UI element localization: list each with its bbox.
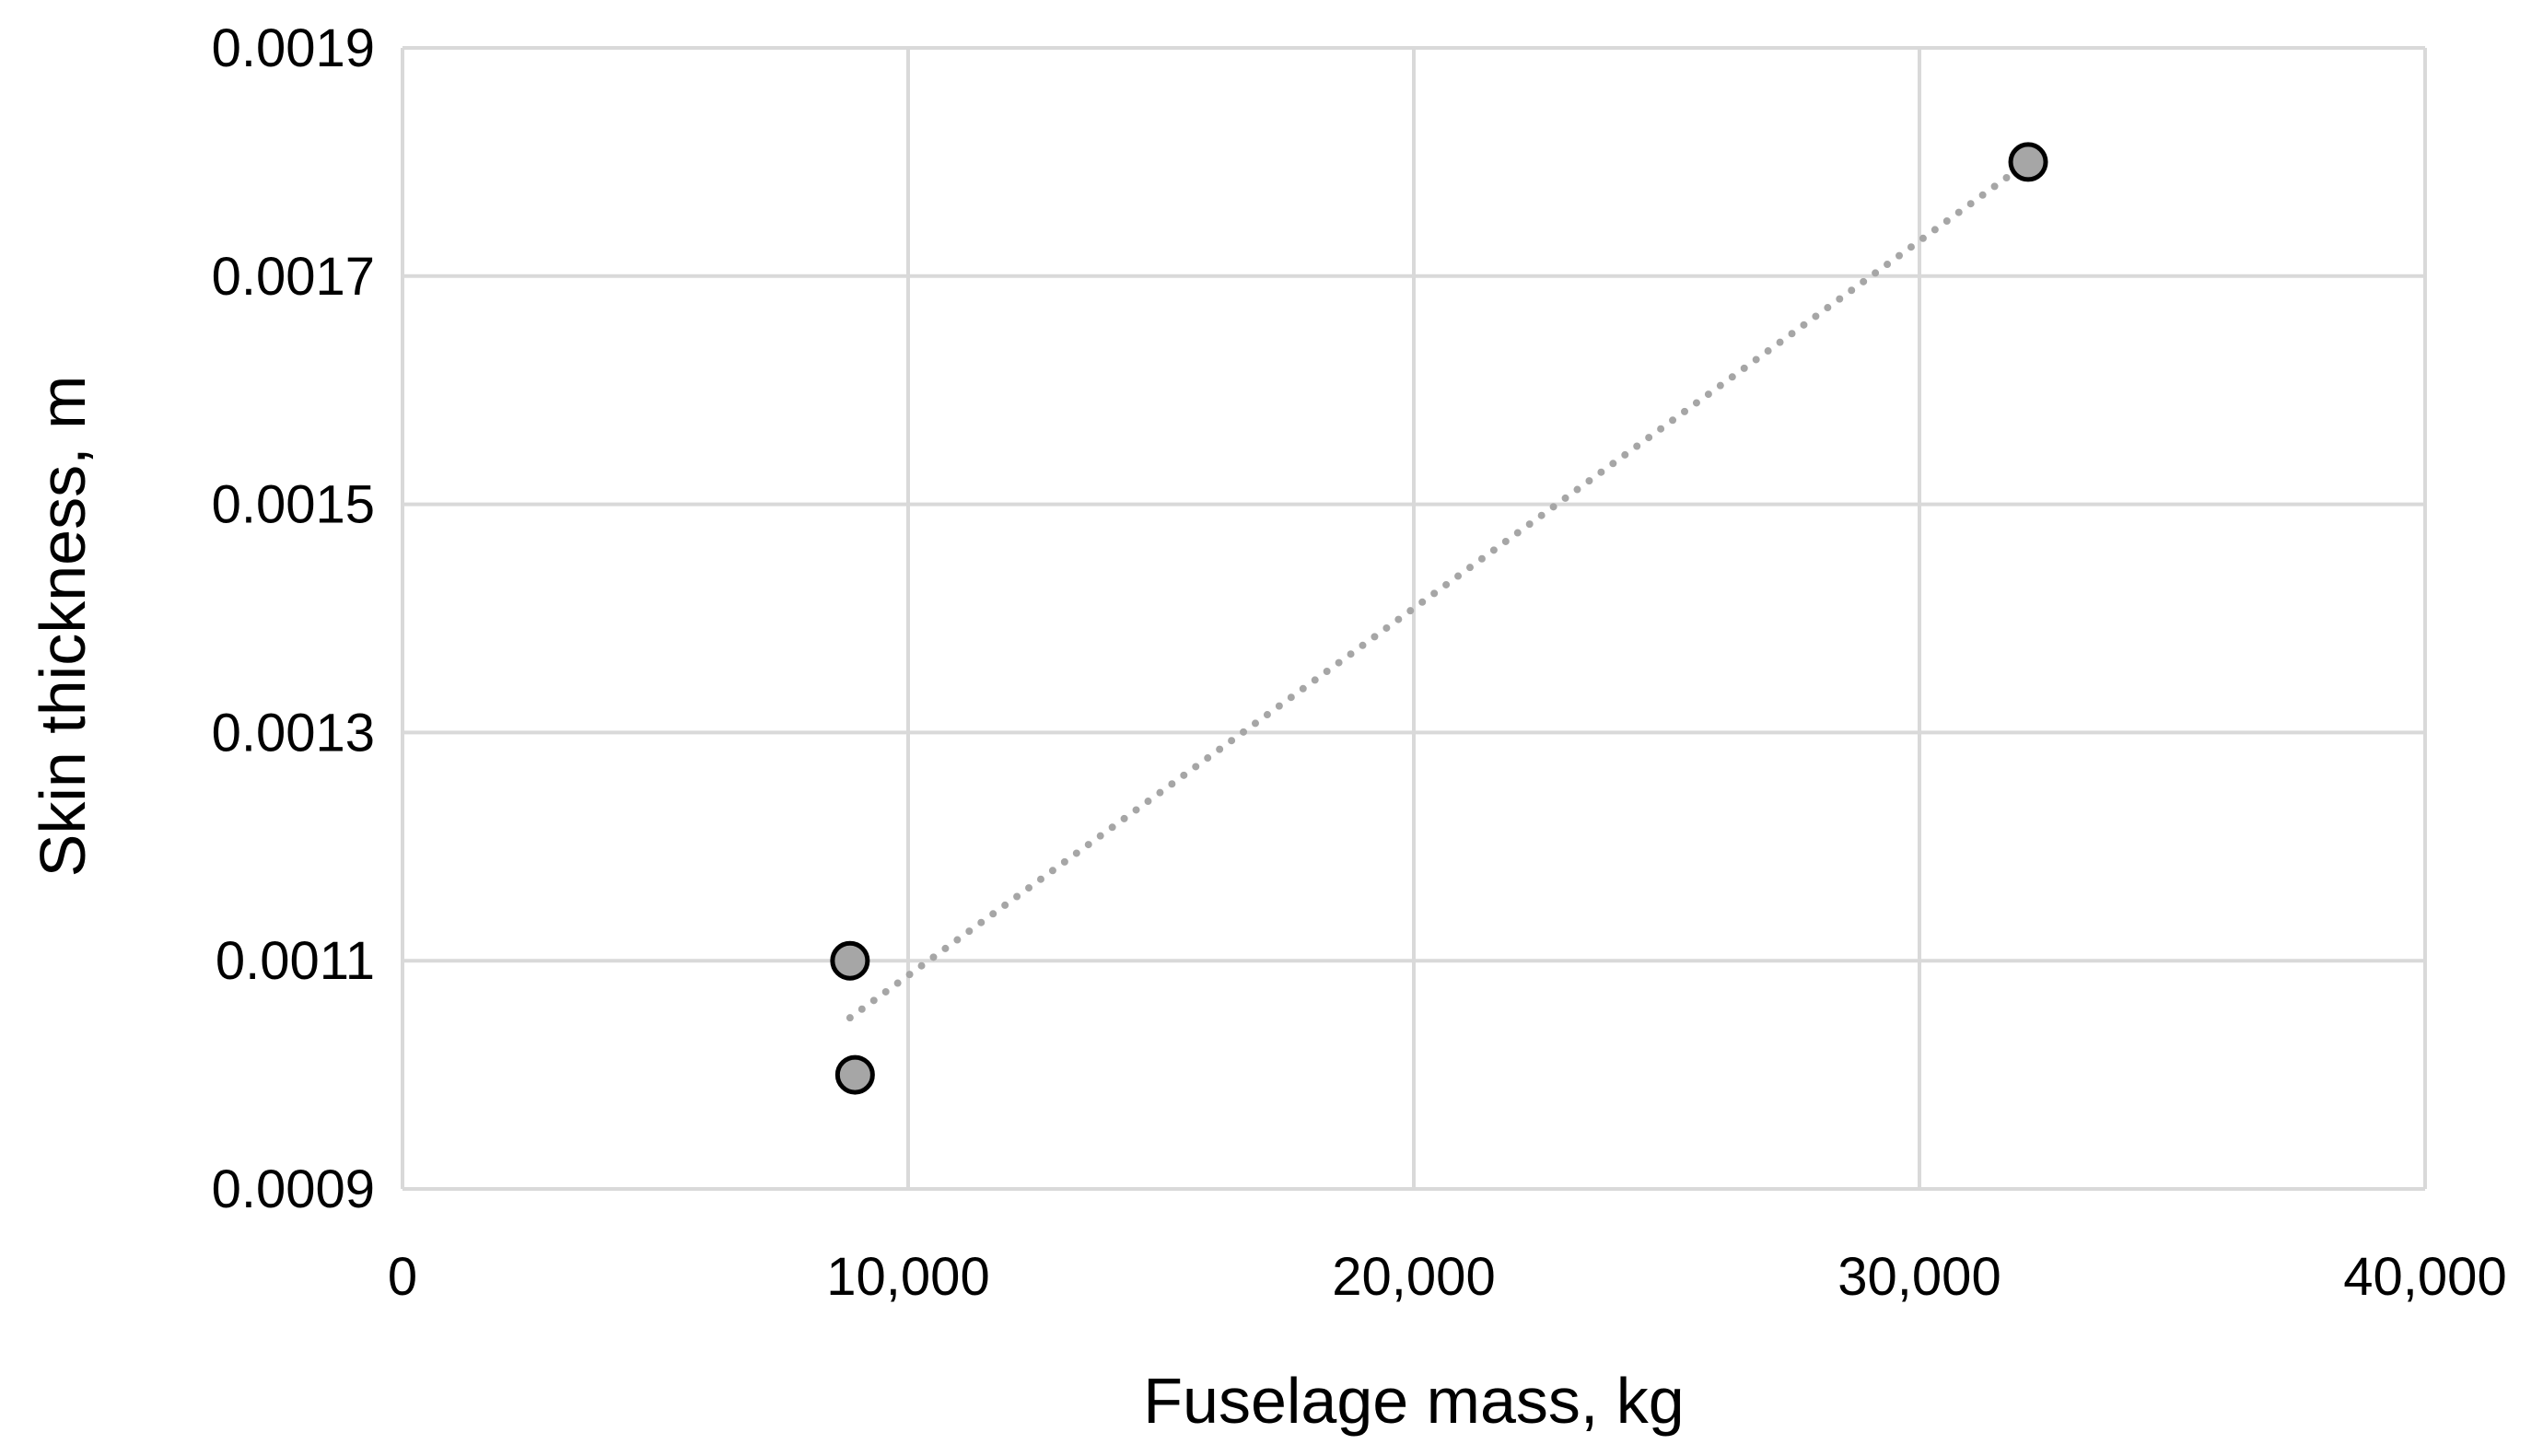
y-tick-label: 0.0017: [212, 247, 375, 307]
data-point-2: [2008, 142, 2048, 182]
y-tick-label: 0.0009: [212, 1159, 375, 1219]
x-tick-label: 0: [388, 1247, 417, 1307]
data-points: [830, 142, 2048, 1095]
y-tick-label: 0.0013: [212, 703, 375, 763]
x-tick-label: 30,000: [1837, 1247, 2001, 1307]
grid: [401, 46, 2427, 1191]
data-point-1: [834, 1054, 875, 1095]
trendline: [846, 157, 2033, 1022]
y-tick-label: 0.0019: [212, 18, 375, 78]
trendline-layer: [846, 157, 2033, 1022]
y-tick-label: 0.0011: [216, 931, 375, 991]
data-point-0: [830, 940, 870, 981]
x-tick-label: 20,000: [1332, 1247, 1495, 1307]
x-axis-ticks: 0 10,000 20,000 30,000 40,000: [388, 1247, 2507, 1307]
y-tick-label: 0.0015: [212, 475, 375, 535]
x-tick-label: 10,000: [826, 1247, 989, 1307]
y-axis-ticks: 0.0009 0.0011 0.0013 0.0015 0.0017 0.0019: [212, 18, 375, 1219]
x-axis-title: Fuselage mass, kg: [1143, 1365, 1684, 1437]
x-tick-label: 40,000: [2343, 1247, 2506, 1307]
y-axis-title: Skin thickness, m: [27, 376, 99, 878]
